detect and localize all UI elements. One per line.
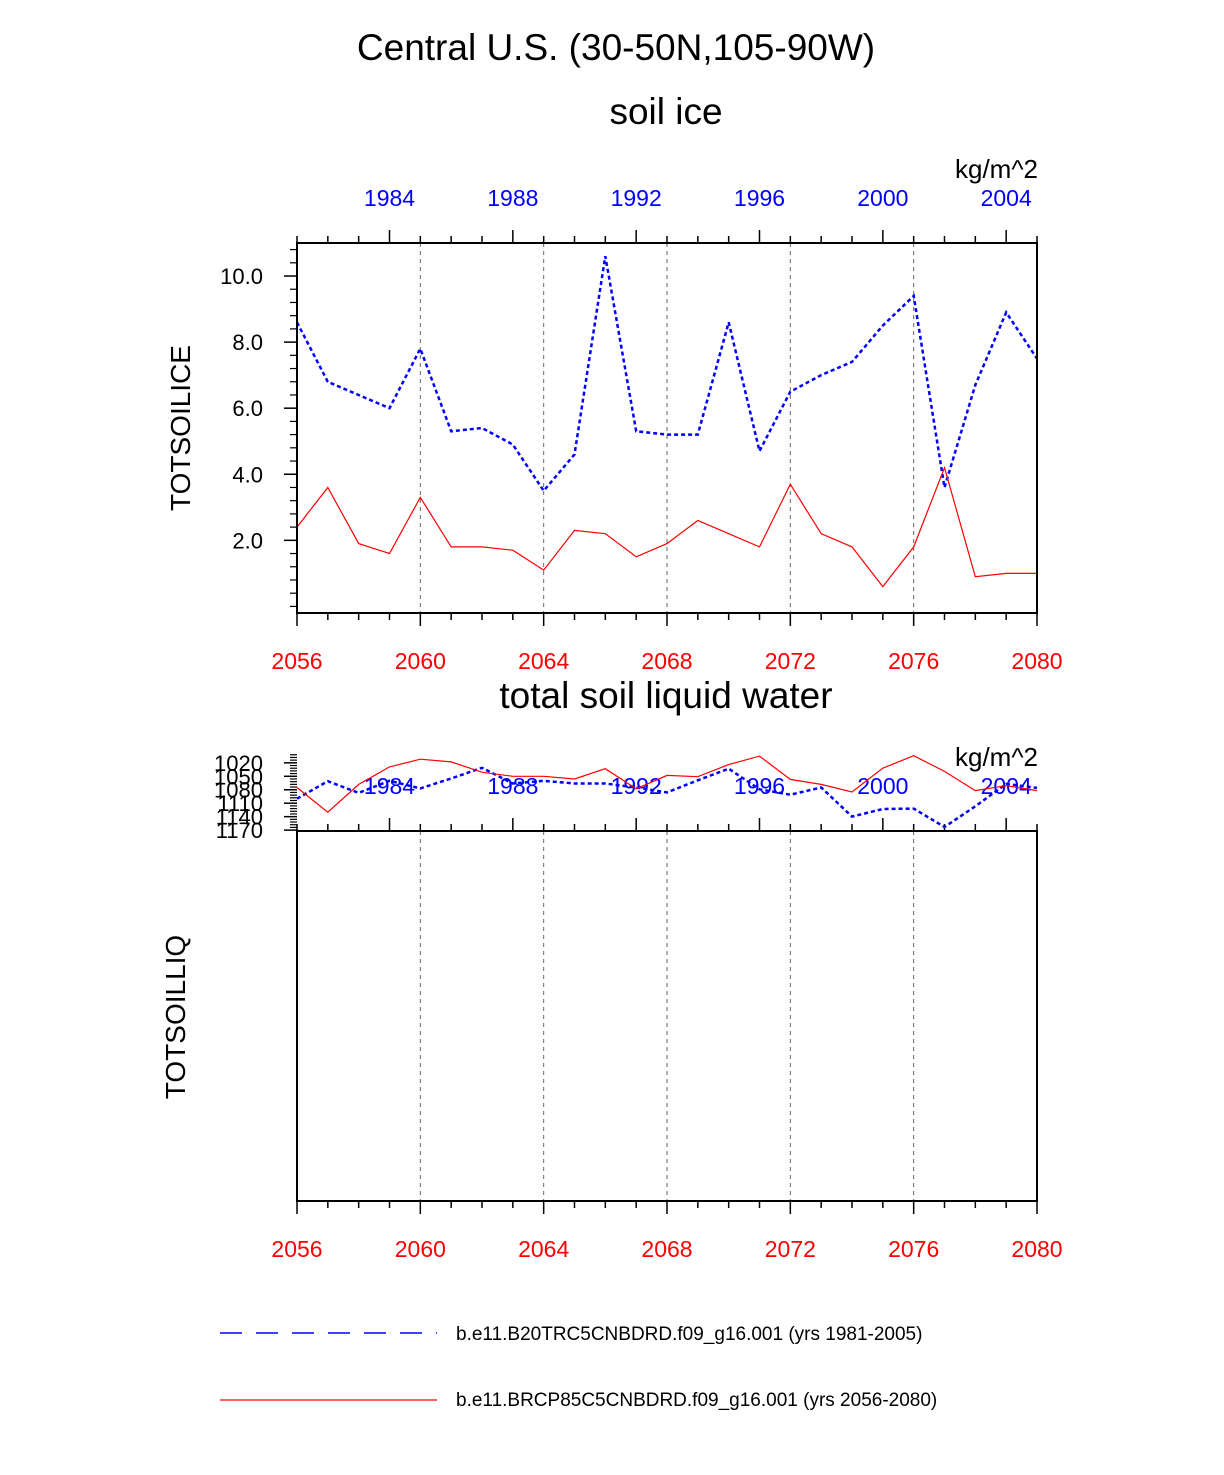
y-tick-label: 2.0 — [232, 528, 263, 553]
panel-soil-ice: soil ice kg/m^2 TOTSOILICE 2056 2060 2064 2… — [165, 91, 1063, 674]
main-title: Central U.S. (30-50N,105-90W) — [357, 27, 875, 68]
x-tick-label-bottom: 2056 — [271, 648, 322, 674]
panel-title: soil ice — [609, 91, 722, 132]
x-tick-label-bottom: 2068 — [641, 1236, 692, 1262]
y-axis-label: TOTSOILICE — [165, 345, 196, 511]
x-tick-label-bottom: 2064 — [518, 1236, 569, 1262]
x-tick-label-bottom: 2072 — [765, 1236, 816, 1262]
x-tick-label-bottom: 2076 — [888, 1236, 939, 1262]
legend: b.e11.B20TRC5CNBDRD.f09_g16.001 (yrs 198… — [220, 1324, 937, 1411]
series-future-line — [296, 465, 1037, 588]
x-tick-label-top: 1984 — [364, 185, 415, 211]
x-tick-label-bottom: 2064 — [518, 648, 569, 674]
y-tick-label: 8.0 — [232, 330, 263, 355]
axes: 2056 2060 2064 2068 2072 2076 2080 1984 1988 1992… — [220, 185, 1062, 674]
plot-frame — [296, 242, 1038, 614]
y-tick-label: 1080 — [214, 778, 263, 803]
legend-label-historical: b.e11.B20TRC5CNBDRD.f09_g16.001 (yrs 198… — [456, 1324, 922, 1345]
units-label: kg/m^2 — [955, 742, 1038, 772]
y-tick-label: 1110 — [217, 791, 263, 816]
y-tick-label: 1170 — [216, 818, 263, 843]
x-tick-label-bottom: 2072 — [765, 648, 816, 674]
plot-frame — [296, 830, 1038, 1202]
x-tick-label-bottom: 2068 — [641, 648, 692, 674]
grid-lines — [419, 831, 915, 1201]
x-tick-label-bottom: 2080 — [1011, 1236, 1062, 1262]
y-axis-label: TOTSOILLIQ — [160, 935, 191, 1099]
x-tick-label-bottom: 2080 — [1011, 648, 1062, 674]
y-tick-label: 10.0 — [220, 264, 263, 289]
x-tick-label-top: 1988 — [487, 185, 538, 211]
y-tick-label: 4.0 — [232, 462, 263, 487]
series-lines — [295, 255, 1039, 588]
panel-soil-liquid: total soil liquid water kg/m^2 TOTSOILLI… — [160, 675, 1063, 1262]
panel-title: total soil liquid water — [499, 675, 832, 716]
x-tick-label-top: 2004 — [981, 185, 1032, 211]
x-tick-label-bottom: 2060 — [395, 648, 446, 674]
y-tick-label: 1050 — [214, 764, 263, 789]
series-lines — [296, 755, 1038, 829]
x-tick-label-top: 1996 — [734, 185, 785, 211]
x-tick-label-bottom: 2076 — [888, 648, 939, 674]
legend-label-future: b.e11.BRCP85C5CNBDRD.f09_g16.001 (yrs 20… — [456, 1390, 937, 1411]
x-tick-label-top: 1992 — [611, 185, 662, 211]
y-tick-label: 1140 — [216, 805, 263, 830]
y-tick-label: 6.0 — [232, 396, 263, 421]
x-tick-label-bottom: 2060 — [395, 1236, 446, 1262]
x-tick-label-top: 2000 — [857, 773, 908, 799]
y-tick-label: 1020 — [214, 751, 263, 776]
series-future-line — [296, 755, 1038, 813]
series-historical-line — [295, 255, 1039, 493]
series-historical-line — [296, 766, 1038, 829]
grid-lines — [419, 243, 915, 613]
x-tick-label-top: 1988 — [487, 773, 538, 799]
x-tick-label-bottom: 2056 — [271, 1236, 322, 1262]
x-tick-label-top: 2000 — [857, 185, 908, 211]
units-label: kg/m^2 — [955, 154, 1038, 184]
